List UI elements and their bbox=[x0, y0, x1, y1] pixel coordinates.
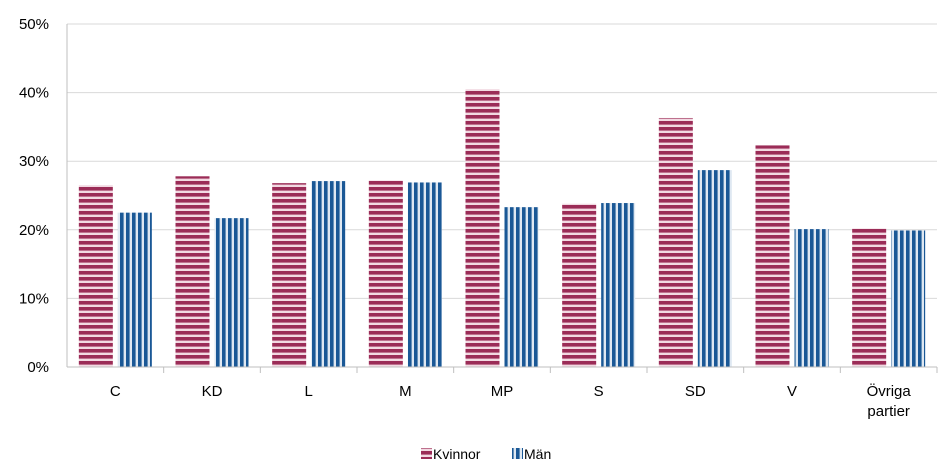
bar-kvinnor bbox=[562, 203, 597, 367]
bar-man bbox=[601, 203, 636, 367]
bar-man bbox=[311, 181, 346, 367]
bar-kvinnor bbox=[755, 145, 790, 367]
bar-kvinnor bbox=[852, 228, 887, 367]
y-tick-label: 0% bbox=[27, 359, 49, 376]
bar-kvinnor bbox=[272, 183, 307, 367]
x-tick-label: KD bbox=[202, 383, 223, 400]
y-tick-label: 10% bbox=[19, 290, 49, 307]
x-axis-labels: C KD L M MP S SD V Övriga partier bbox=[110, 382, 911, 420]
bars bbox=[78, 89, 926, 368]
bar-kvinnor bbox=[465, 89, 500, 368]
y-tick-label: 50% bbox=[19, 16, 49, 33]
legend-label: Män bbox=[524, 446, 551, 462]
bar-man bbox=[504, 207, 539, 367]
legend-label: Kvinnor bbox=[433, 446, 481, 462]
legend-swatch bbox=[421, 448, 432, 459]
x-tick-label: V bbox=[787, 383, 797, 400]
x-tick-label: MP bbox=[491, 383, 514, 400]
bar-man bbox=[697, 170, 732, 367]
x-tick-label: partier bbox=[867, 403, 910, 420]
y-tick-label: 30% bbox=[19, 153, 49, 170]
bar-man bbox=[891, 230, 926, 367]
y-tick-label: 20% bbox=[19, 222, 49, 239]
x-tick-label: C bbox=[110, 383, 121, 400]
bar-kvinnor bbox=[658, 117, 693, 368]
gridlines bbox=[67, 23, 937, 299]
bar-man bbox=[214, 218, 249, 367]
x-axis bbox=[66, 24, 938, 373]
bar-kvinnor bbox=[368, 180, 403, 367]
y-axis: 0% 10% 20% 30% 40% 50% bbox=[19, 16, 49, 376]
x-tick-label: Övriga bbox=[867, 382, 912, 400]
x-tick-label: L bbox=[304, 383, 312, 400]
legend: Kvinnor Män bbox=[421, 446, 551, 462]
bar-man bbox=[794, 229, 829, 367]
bar-kvinnor bbox=[78, 185, 113, 367]
x-tick-label: M bbox=[399, 383, 412, 400]
legend-swatch bbox=[512, 448, 523, 459]
x-tick-label: S bbox=[594, 383, 604, 400]
x-tick-label: SD bbox=[685, 383, 706, 400]
bar-man bbox=[117, 212, 152, 367]
bar-man bbox=[407, 182, 442, 367]
y-tick-label: 40% bbox=[19, 85, 49, 102]
bar-kvinnor bbox=[175, 176, 210, 367]
